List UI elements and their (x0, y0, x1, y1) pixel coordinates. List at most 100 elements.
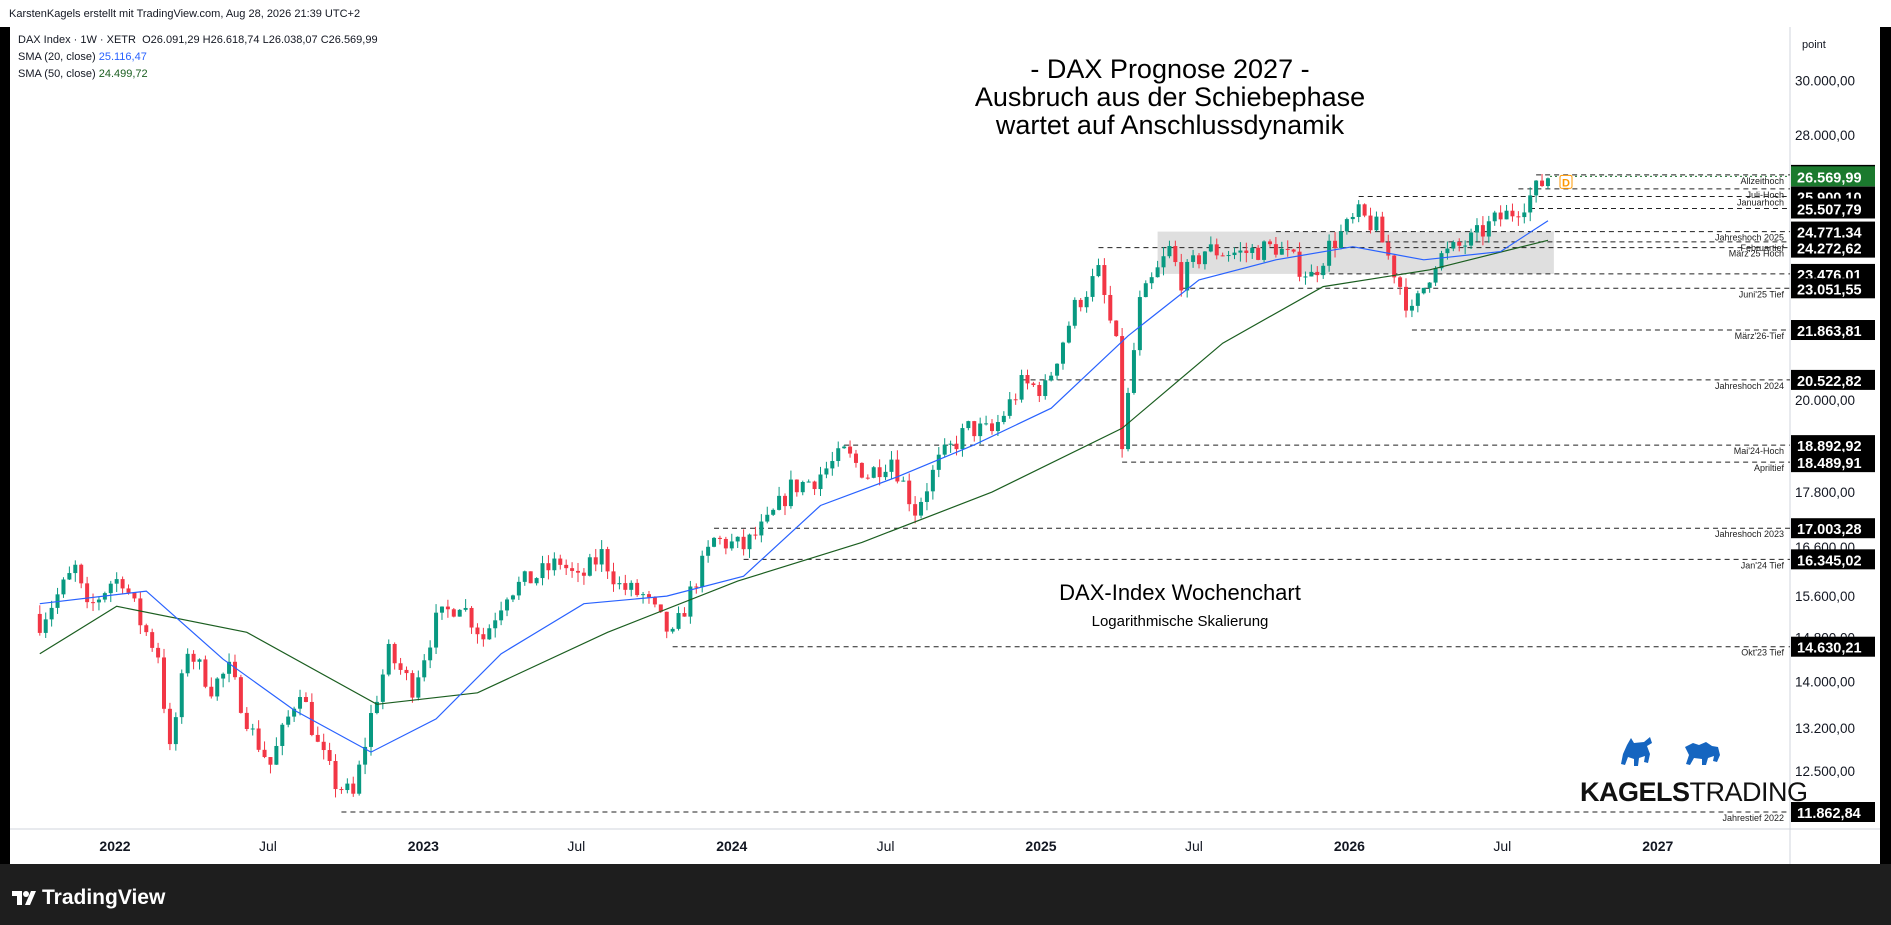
candle-body (191, 653, 196, 662)
candle-body (646, 594, 651, 598)
candle-body (1386, 242, 1391, 256)
candle-body (1474, 225, 1479, 233)
candle-body (469, 607, 474, 628)
candle-body (162, 657, 167, 709)
tradingview-logo[interactable]: TradingView (12, 886, 165, 910)
candle-body (1262, 241, 1267, 260)
footer-bar (0, 864, 1891, 925)
x-tick-label: 2026 (1334, 838, 1365, 854)
candle-body (735, 536, 740, 542)
candle-body (717, 537, 722, 539)
y-tick-label: 17.800,00 (1795, 485, 1855, 500)
candle-body (777, 495, 782, 510)
candle-body (1344, 219, 1349, 232)
candle-body (1540, 180, 1545, 187)
candle-body (859, 462, 864, 478)
candle-body (398, 663, 403, 670)
candle-body (238, 677, 243, 713)
candle-body (700, 555, 705, 587)
legend-sma50-value: 24.499,72 (98, 68, 148, 80)
attribution-bar: KarstenKagels erstellt mit TradingView.c… (0, 0, 1891, 27)
candle-body (990, 423, 995, 432)
candle-body (422, 660, 427, 678)
x-tick-label: Jul (877, 838, 895, 854)
candle-body (475, 627, 480, 635)
candle-body (493, 620, 498, 629)
candle-body (1019, 375, 1024, 400)
candle-body (599, 549, 604, 565)
title-line-2: Ausbruch aus der Schiebephase (974, 82, 1366, 112)
candle-body (1510, 210, 1515, 217)
candle-body (67, 573, 72, 580)
candle-body (215, 678, 220, 697)
candle-body (1469, 232, 1474, 246)
level-label: Februartief (1740, 243, 1784, 253)
candle-body (960, 428, 965, 450)
candle-body (1161, 256, 1166, 268)
price-label-box (1791, 237, 1875, 258)
candle-body (1226, 255, 1231, 257)
candle-body (936, 454, 941, 470)
candle-body (374, 701, 379, 714)
candle-body (244, 712, 249, 729)
candle-body (1534, 180, 1539, 196)
candle-body (1114, 320, 1119, 337)
dividend-marker: D (1562, 177, 1570, 189)
price-label-text: 18.489,91 (1797, 456, 1862, 472)
candle-body (1303, 276, 1308, 278)
tradingview-icon (12, 891, 36, 905)
candle-body (126, 588, 131, 593)
candle-body (1486, 221, 1491, 237)
price-label-box (1791, 636, 1875, 657)
candle-body (688, 586, 693, 617)
price-axis-unit: point (1802, 39, 1826, 51)
y-tick-label: 12.500,00 (1795, 764, 1855, 779)
candle-body (256, 728, 261, 750)
last-price-box (1791, 166, 1875, 187)
kagels-light: TRADING (1689, 777, 1809, 807)
candle-body (741, 536, 746, 550)
candle-body (895, 459, 900, 482)
candle-body (753, 534, 758, 536)
candle-body (1327, 240, 1332, 266)
candle-body (268, 757, 273, 765)
price-label-box (1791, 278, 1875, 299)
candle-body (1043, 380, 1048, 397)
candle-body (357, 764, 362, 794)
level-label: Juni'25 Tief (1739, 289, 1785, 299)
x-tick-label: 2027 (1642, 838, 1673, 854)
candle-body (132, 592, 137, 599)
candle-body (670, 628, 675, 632)
candle-body (1102, 265, 1107, 295)
candle-body (1421, 287, 1426, 294)
legend-ohlc: O26.091,29 H26.618,74 L26.038,07 C26.569… (142, 34, 378, 46)
attribution-text: KarstenKagels erstellt mit TradingView.c… (9, 8, 361, 20)
candle-body (883, 471, 888, 478)
candle-body (167, 708, 172, 745)
candle-body (43, 619, 48, 633)
candle-body (617, 583, 622, 585)
y-tick-label: 20.000,00 (1795, 393, 1855, 408)
candle-body (179, 673, 184, 718)
dividend-marker-box (1559, 174, 1573, 189)
candle-body (1321, 265, 1326, 276)
level-label: März'26-Tief (1735, 331, 1785, 341)
candle-body (114, 579, 119, 584)
tradingview-wordmark: TradingView (42, 886, 166, 909)
candle-body (1273, 244, 1278, 255)
candle-body (747, 534, 752, 550)
level-label: Allzeithoch (1740, 176, 1784, 186)
candle-body (250, 728, 255, 730)
kagels-trading-logo: KAGELSTRADING (1580, 733, 1808, 807)
candle-body (61, 579, 66, 595)
legend-symbol-row: DAX Index · 1W · XETR O26.091,29 H26.618… (18, 34, 378, 46)
candle-body (286, 716, 291, 725)
candle-body (303, 697, 308, 702)
price-label-text: 24.771,34 (1797, 226, 1862, 242)
candle-body (1350, 216, 1355, 220)
candle-body (865, 477, 870, 479)
candle-body (972, 421, 977, 437)
candle-body (445, 606, 450, 610)
candle-body (227, 661, 232, 674)
